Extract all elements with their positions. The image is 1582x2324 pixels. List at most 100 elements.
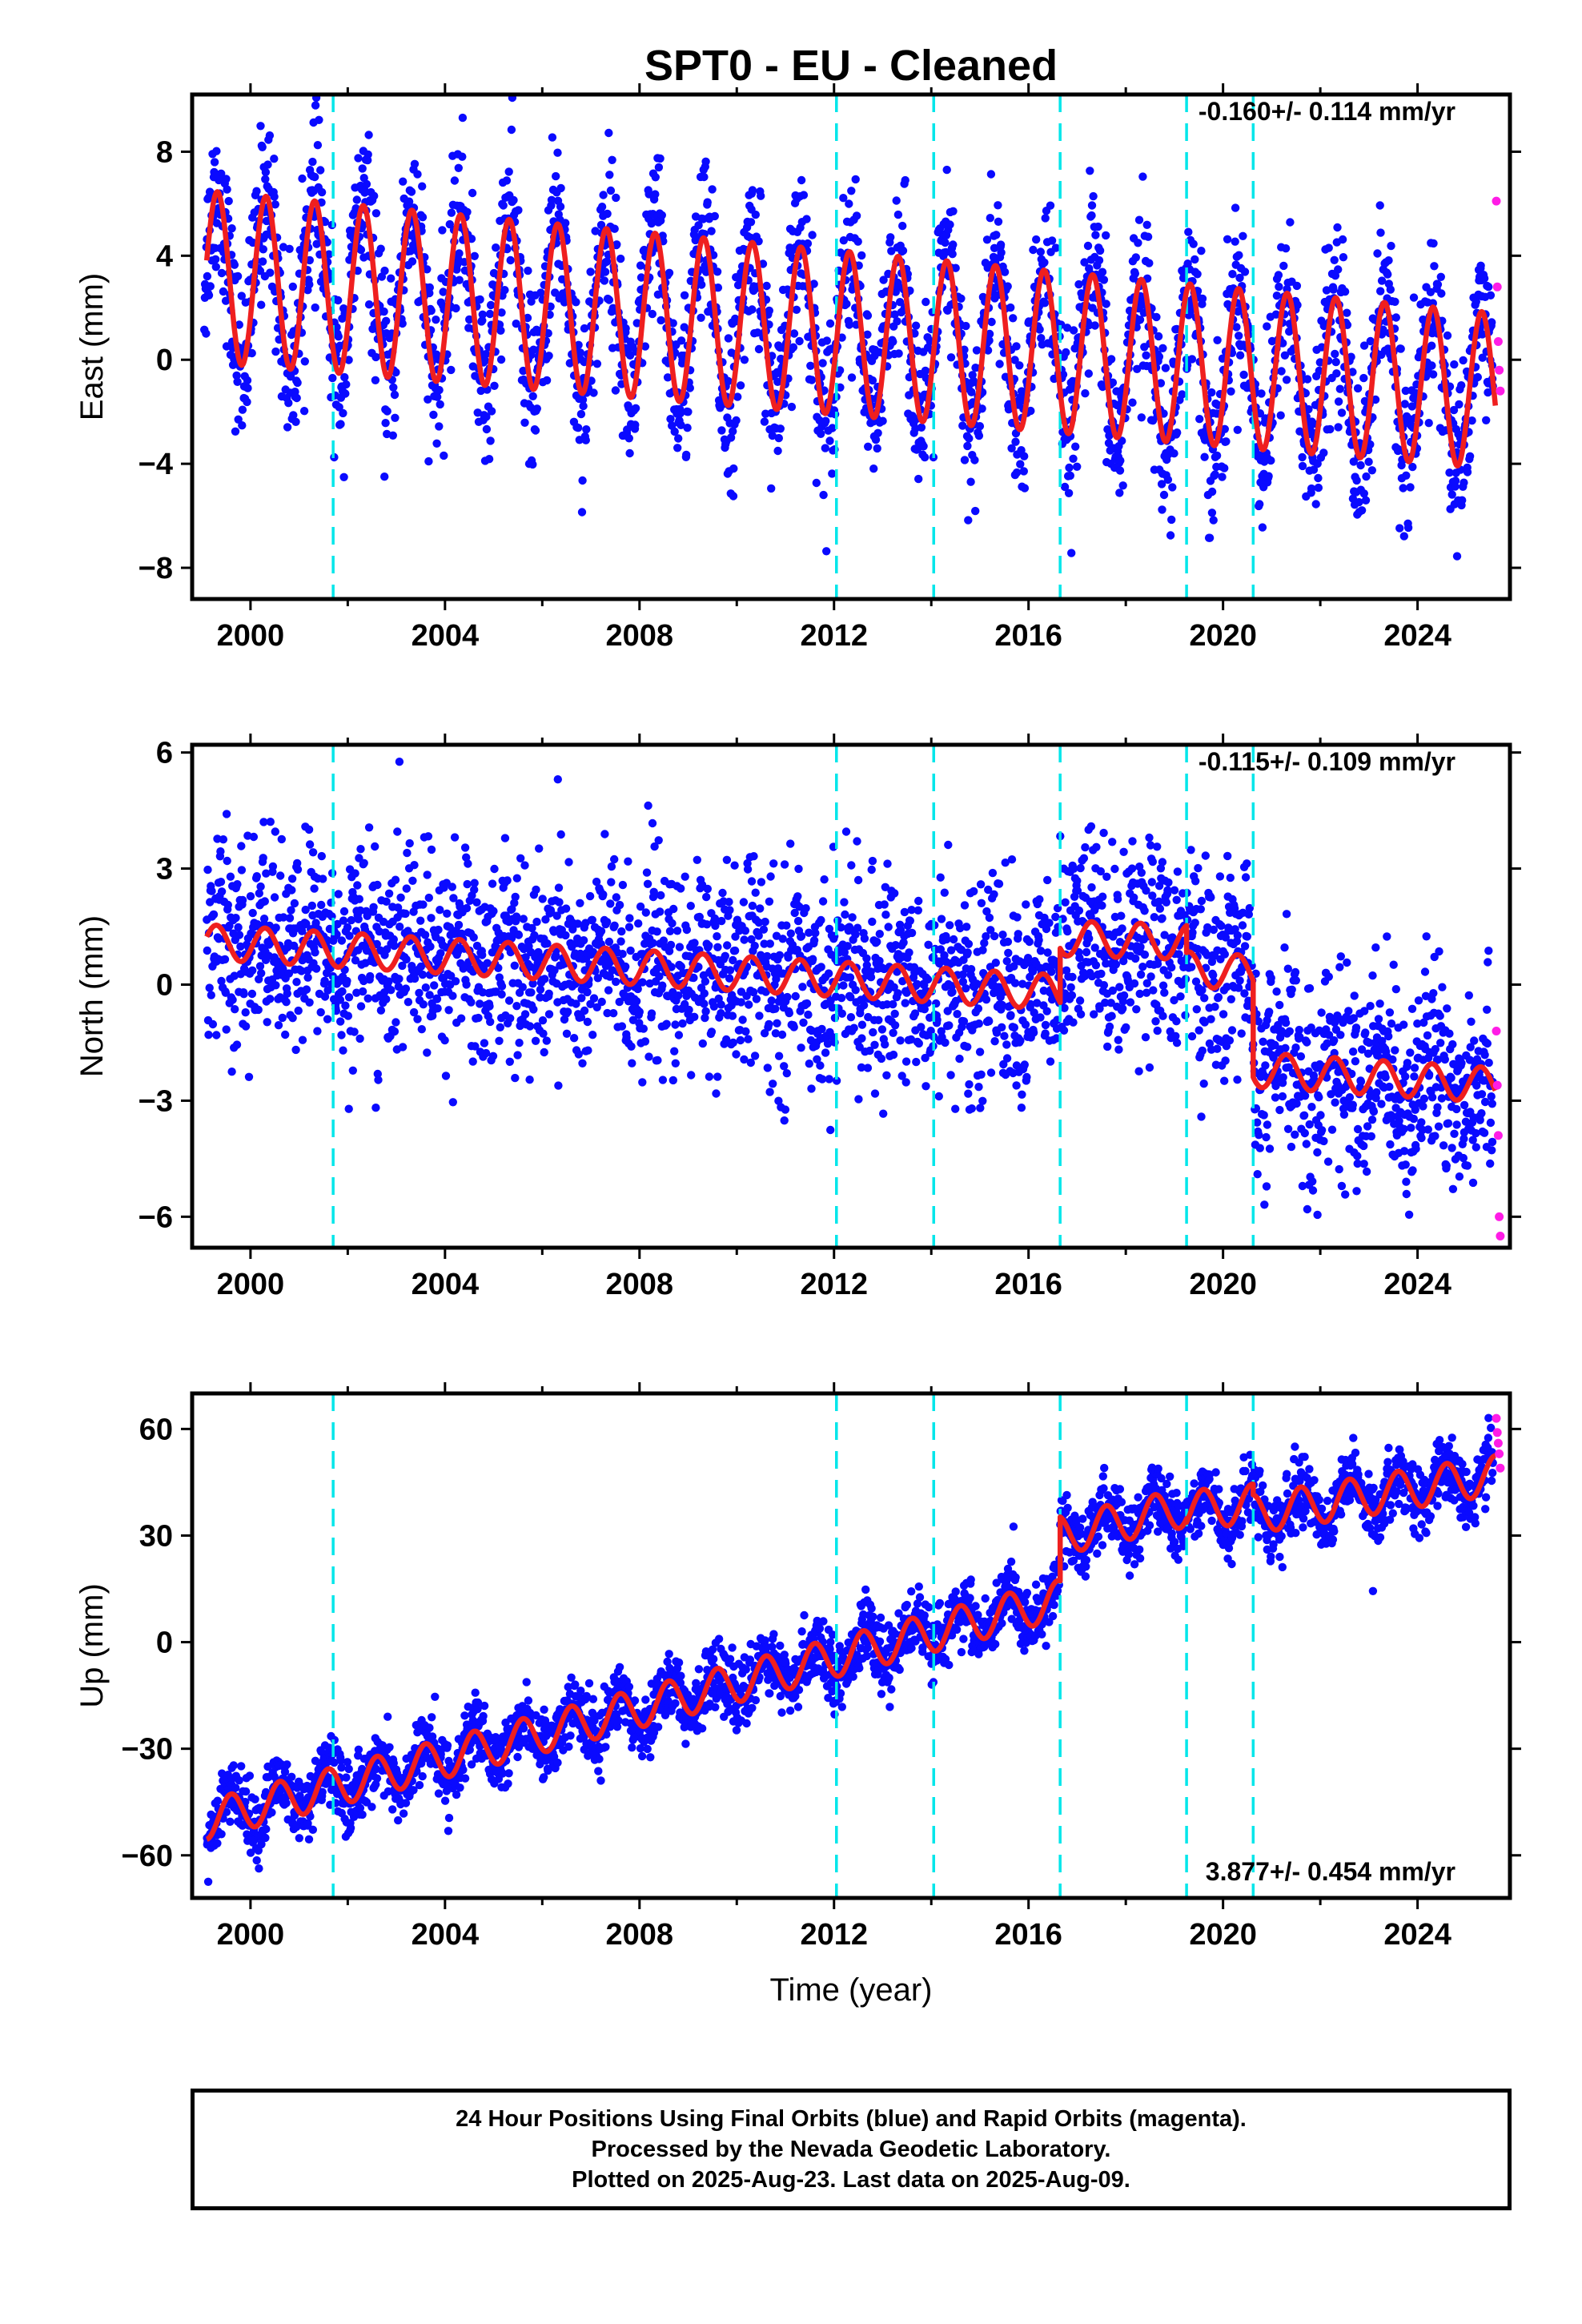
final-orbit-point	[488, 879, 497, 888]
final-orbit-point	[320, 992, 330, 1001]
final-orbit-point	[1391, 313, 1401, 322]
final-orbit-point	[483, 959, 492, 967]
final-orbit-point	[632, 997, 641, 1006]
final-orbit-point	[612, 193, 620, 203]
final-orbit-point	[1400, 400, 1410, 408]
final-orbit-point	[674, 1031, 684, 1039]
final-orbit-point	[1035, 895, 1044, 904]
final-orbit-point	[1040, 299, 1050, 308]
final-orbit-point	[717, 1000, 725, 1009]
final-orbit-point	[741, 1027, 750, 1036]
final-orbit-point	[1228, 270, 1237, 279]
final-orbit-point	[599, 890, 608, 899]
final-orbit-point	[478, 316, 487, 325]
final-orbit-point	[1010, 356, 1019, 364]
final-orbit-point	[358, 987, 367, 996]
final-orbit-point	[404, 197, 414, 206]
final-orbit-point	[555, 898, 564, 907]
final-orbit-point	[312, 964, 321, 973]
final-orbit-point	[963, 948, 972, 957]
final-orbit-point	[1396, 344, 1405, 353]
final-orbit-point	[222, 1025, 231, 1034]
final-orbit-point	[1073, 462, 1082, 471]
final-orbit-point	[893, 989, 902, 998]
final-orbit-point	[1334, 265, 1343, 274]
final-orbit-point	[561, 219, 570, 227]
final-orbit-point	[1065, 463, 1074, 472]
final-orbit-point	[802, 215, 811, 223]
final-orbit-point	[528, 460, 537, 469]
final-orbit-point	[496, 326, 505, 335]
final-orbit-point	[427, 306, 436, 316]
final-orbit-point	[685, 384, 694, 392]
final-orbit-point	[941, 238, 950, 247]
final-orbit-point	[482, 412, 491, 421]
final-orbit-point	[1010, 1023, 1019, 1032]
final-orbit-point	[946, 1071, 955, 1080]
final-orbit-point	[825, 924, 834, 934]
final-orbit-point	[992, 1028, 1002, 1037]
final-orbit-point	[648, 939, 657, 947]
final-orbit-point	[444, 1006, 453, 1015]
final-orbit-point	[430, 981, 439, 990]
final-orbit-point	[382, 316, 391, 325]
final-orbit-point	[424, 395, 432, 404]
final-orbit-point	[271, 981, 280, 990]
final-orbit-point	[561, 904, 571, 913]
final-orbit-point	[1001, 858, 1010, 867]
final-orbit-point	[1239, 370, 1248, 380]
final-orbit-point	[901, 175, 909, 185]
final-orbit-point	[355, 854, 363, 862]
y-tick-label: 0	[156, 344, 173, 377]
final-orbit-point	[223, 900, 232, 910]
final-orbit-point	[1488, 318, 1496, 327]
final-orbit-point	[255, 267, 265, 275]
final-orbit-point	[859, 1001, 869, 1010]
final-orbit-point	[901, 1057, 911, 1066]
final-orbit-point	[730, 946, 740, 955]
final-orbit-point	[341, 389, 350, 398]
final-orbit-point	[337, 1031, 346, 1039]
final-orbit-point	[921, 1053, 930, 1063]
final-orbit-point	[439, 287, 448, 296]
final-orbit-point	[335, 995, 345, 1004]
final-orbit-point	[769, 1080, 777, 1088]
final-orbit-point	[1069, 454, 1078, 463]
final-orbit-point	[1332, 369, 1341, 378]
final-orbit-point	[350, 1027, 359, 1036]
final-orbit-point	[1429, 239, 1438, 248]
final-orbit-point	[583, 987, 592, 997]
final-orbit-point	[237, 866, 247, 875]
final-orbit-point	[635, 1007, 644, 1016]
final-orbit-point	[1207, 388, 1216, 397]
final-orbit-point	[408, 876, 417, 886]
final-orbit-point	[890, 1009, 899, 1019]
final-orbit-point	[1275, 282, 1283, 292]
final-orbit-point	[668, 919, 677, 928]
final-orbit-point	[401, 909, 410, 919]
final-orbit-point	[1452, 552, 1462, 561]
final-orbit-point	[782, 921, 791, 930]
final-orbit-point	[851, 175, 860, 184]
final-orbit-point	[698, 1039, 707, 1048]
final-orbit-point	[1002, 957, 1011, 966]
final-orbit-point	[689, 973, 698, 983]
final-orbit-point	[837, 994, 846, 1003]
final-orbit-point	[454, 163, 463, 172]
final-orbit-point	[356, 1002, 366, 1011]
final-orbit-point	[270, 893, 279, 902]
final-orbit-point	[556, 183, 565, 193]
final-orbit-point	[782, 1069, 791, 1078]
final-orbit-point	[399, 177, 408, 186]
final-orbit-point	[468, 1057, 477, 1066]
final-orbit-point	[239, 990, 248, 999]
final-orbit-point	[960, 901, 970, 910]
final-orbit-point	[246, 892, 255, 901]
final-orbit-point	[379, 988, 389, 997]
final-orbit-point	[339, 1046, 347, 1055]
x-tick-label: 2012	[800, 619, 868, 653]
final-orbit-point	[216, 878, 226, 887]
final-orbit-point	[379, 307, 388, 316]
final-orbit-point	[259, 818, 268, 826]
final-orbit-point	[949, 240, 958, 249]
